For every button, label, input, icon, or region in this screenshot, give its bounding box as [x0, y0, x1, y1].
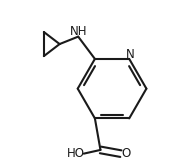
Text: N: N	[126, 48, 134, 61]
Text: HO: HO	[66, 147, 84, 160]
Text: O: O	[121, 147, 130, 160]
Text: NH: NH	[69, 26, 87, 38]
